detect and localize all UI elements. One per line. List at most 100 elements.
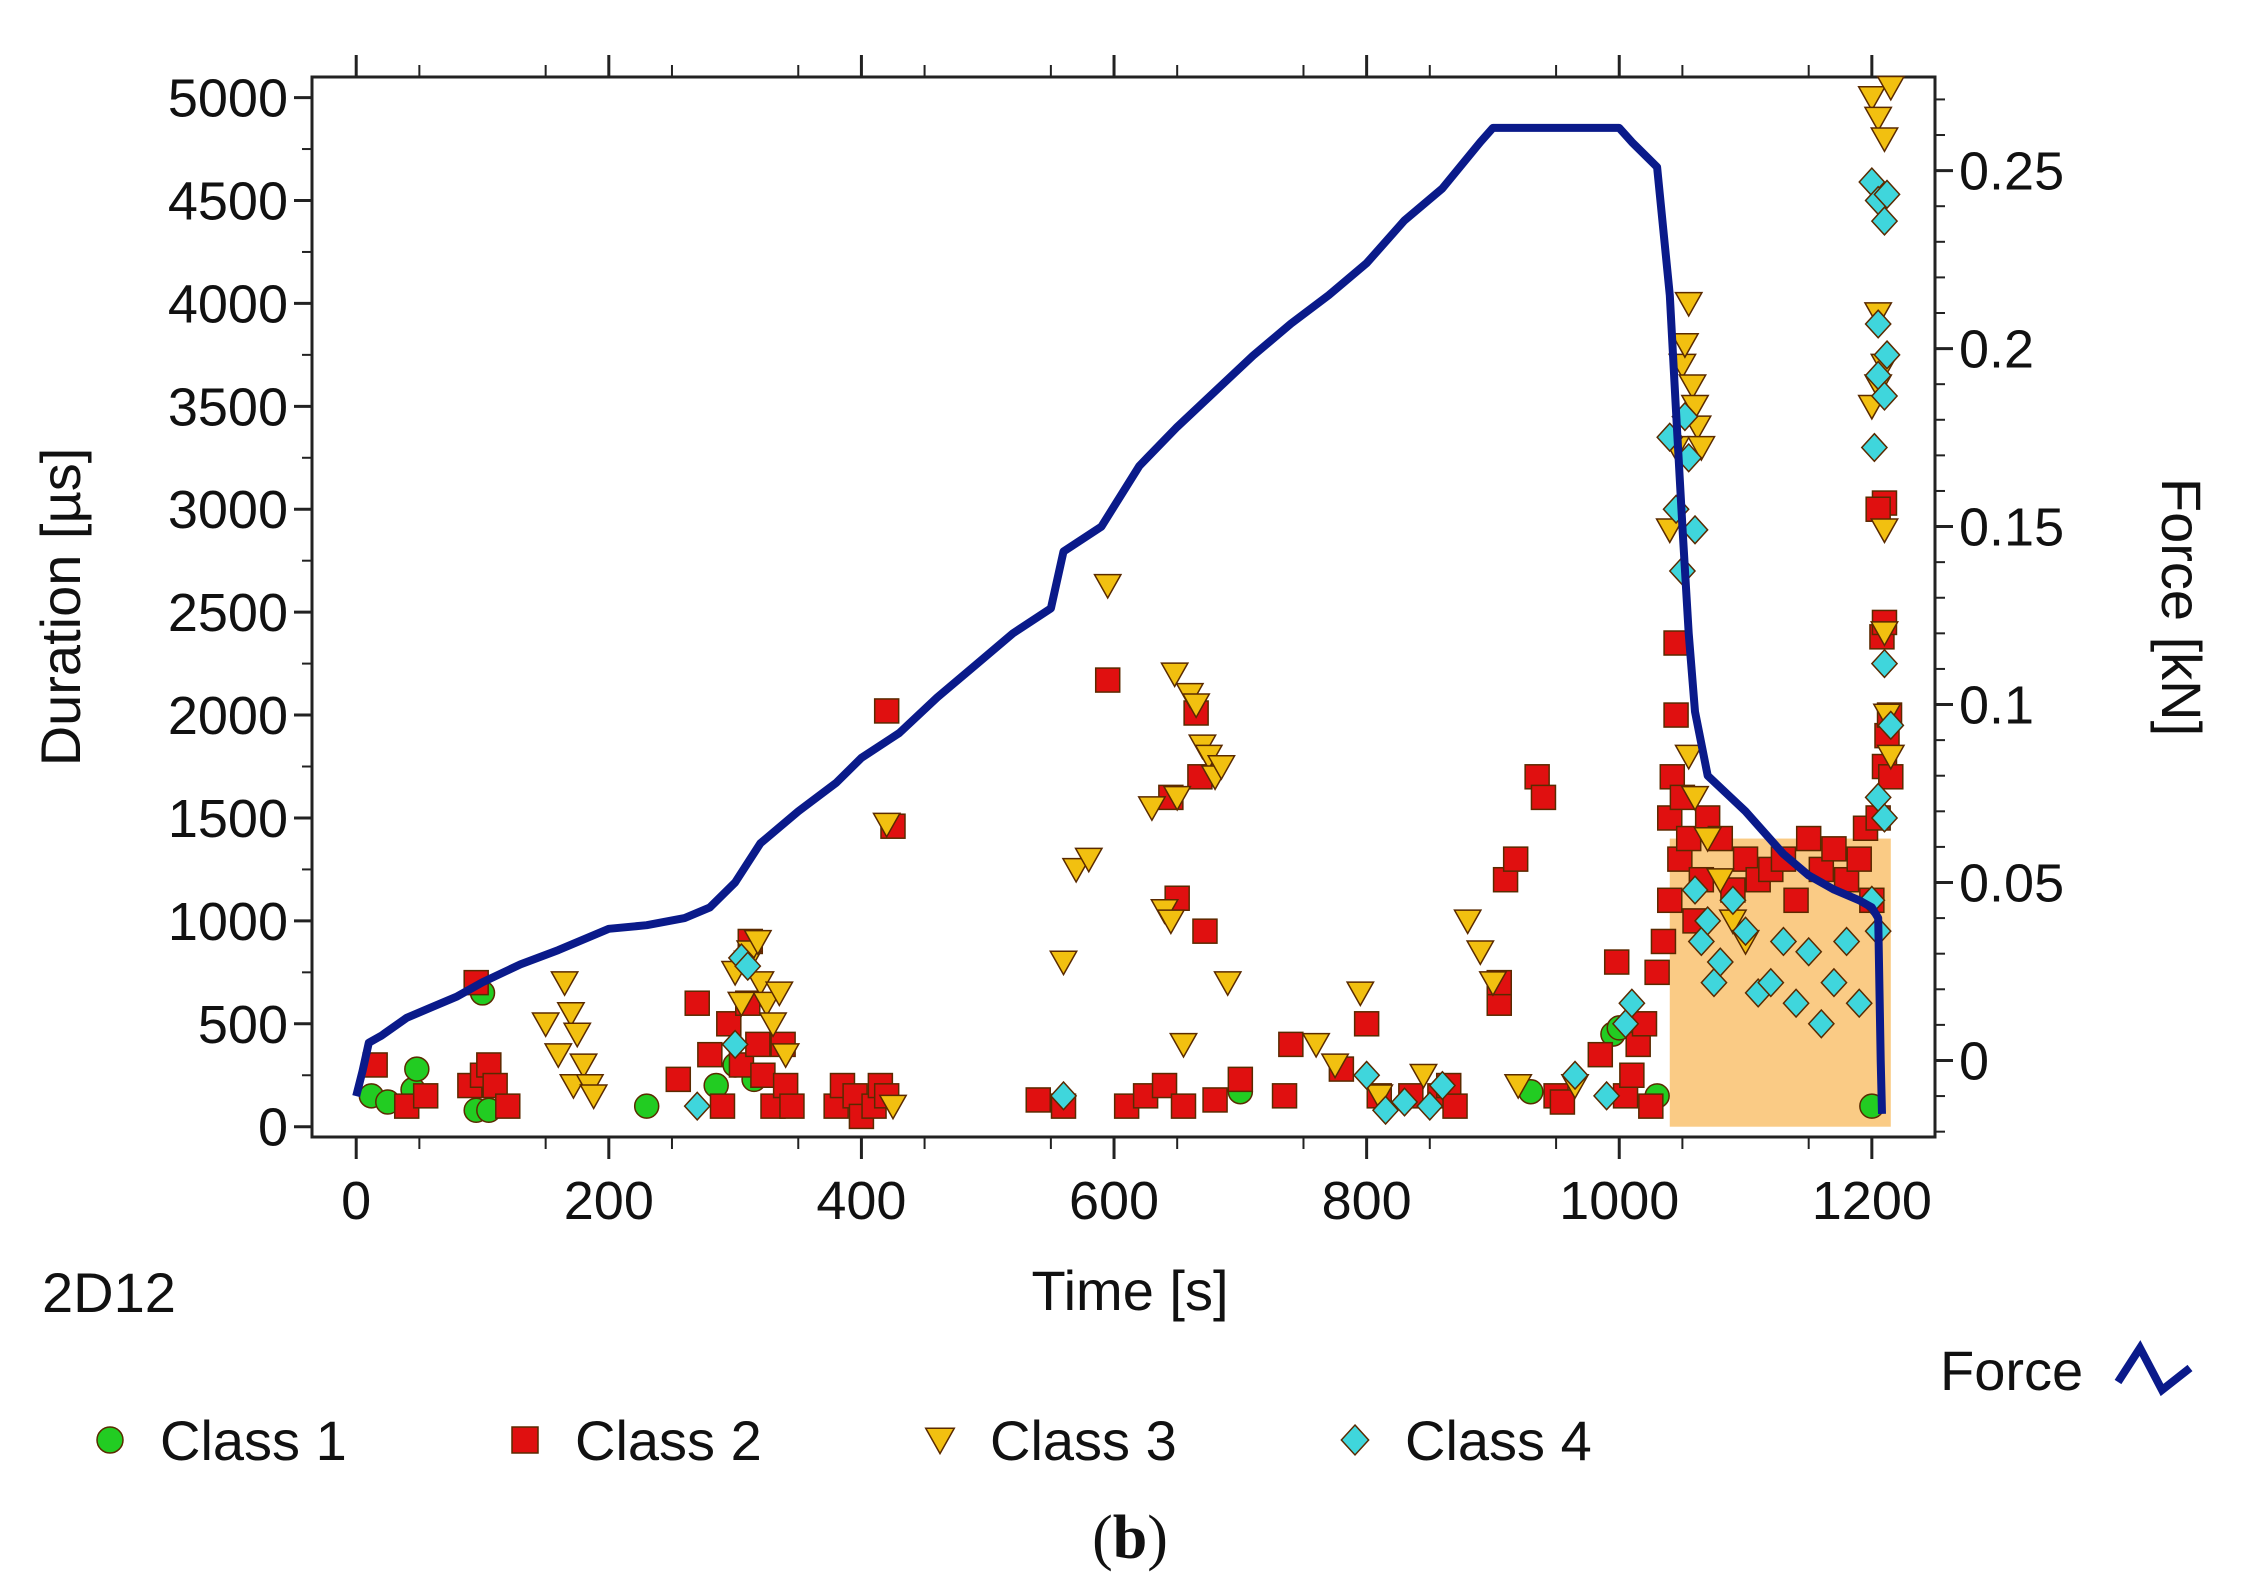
y-tick-label-3000: 3000	[168, 480, 288, 540]
point-class-4	[1807, 1008, 1835, 1039]
point-class-3	[743, 929, 773, 956]
point-class-4	[1390, 1087, 1419, 1117]
point-class-3	[1655, 518, 1685, 544]
y2-tick-label: 0.15	[1959, 498, 2064, 558]
point-class-3	[1465, 940, 1495, 966]
point-class-3	[531, 1012, 561, 1038]
specimen-label: 2D12	[42, 1261, 176, 1324]
point-class-3	[771, 1043, 801, 1069]
x-axis-title: Time [s]	[1031, 1259, 1228, 1322]
point-class-4	[1864, 309, 1892, 339]
point-class-4	[1731, 916, 1760, 947]
point-class-3	[1213, 971, 1243, 997]
point-class-3	[1160, 662, 1190, 689]
x-axis: 0 200 400 600 800 1000 1200	[341, 1137, 1932, 1231]
point-class-3	[1680, 785, 1710, 812]
point-class-3	[1061, 857, 1091, 884]
x-tick-label-800: 800	[1322, 1171, 1412, 1231]
point-class-4	[1561, 1060, 1589, 1091]
legend: Class 1 Class 2 Class 3 Class 4	[96, 1409, 1592, 1472]
point-class-2	[684, 990, 710, 1016]
point-class-3	[872, 812, 902, 839]
point-class-3	[1181, 693, 1211, 719]
point-class-3	[1093, 573, 1123, 600]
point-class-3	[726, 991, 756, 1018]
point-class-3	[1453, 909, 1483, 936]
y-tick-label-4500: 4500	[168, 171, 288, 231]
point-class-3	[1049, 950, 1078, 977]
y2-tick-label: 0.25	[1959, 142, 2064, 202]
point-class-2	[1094, 667, 1121, 693]
point-class-3	[1876, 75, 1906, 102]
point-class-4	[1371, 1095, 1400, 1126]
point-class-3	[1869, 621, 1899, 647]
point-class-2	[1530, 784, 1557, 811]
point-class-3	[1503, 1073, 1533, 1100]
point-class-2	[412, 1083, 439, 1109]
point-class-2	[1502, 846, 1529, 872]
y-axis: 0 500 1000 1500 2000 2500 3000 3500 4000 4500 5000	[168, 69, 312, 1158]
y-tick-label-2000: 2000	[168, 686, 288, 746]
point-class-3	[556, 1001, 586, 1028]
point-class-4	[1820, 967, 1848, 998]
point-class-4	[1873, 179, 1901, 210]
force-line-group	[352, 123, 1886, 1114]
point-class-2	[1353, 1011, 1380, 1037]
x-tick-label-0: 0	[341, 1171, 371, 1231]
point-class-3	[1169, 1032, 1198, 1059]
legend-label-2: Class 2	[575, 1409, 762, 1472]
point-class-4	[1353, 1060, 1381, 1091]
x-tick-label-200: 200	[564, 1171, 654, 1231]
point-class-2	[1227, 1066, 1254, 1093]
y2-tick-label: 0.1	[1959, 676, 2034, 736]
point-class-2	[495, 1093, 521, 1119]
point-class-4	[1845, 988, 1873, 1019]
point-class-3	[1674, 291, 1704, 318]
point-class-3	[1857, 86, 1887, 112]
x-tick-label-1200: 1200	[1812, 1171, 1932, 1231]
point-class-1	[633, 1093, 660, 1119]
point-class-4	[1870, 803, 1899, 833]
point-class-4	[1877, 710, 1905, 741]
legend-force-glyph	[2114, 1340, 2193, 1397]
legend-marker-2	[511, 1426, 539, 1454]
point-class-2	[1587, 1041, 1614, 1068]
point-class-3	[579, 1084, 609, 1110]
point-class-3	[1206, 754, 1236, 781]
point-class-4	[1618, 988, 1646, 1019]
point-class-4	[1870, 381, 1899, 411]
y2-tick-label: 0.05	[1959, 854, 2064, 914]
x-tick-label-1000: 1000	[1559, 1171, 1679, 1231]
point-class-2	[1644, 959, 1670, 986]
point-class-3	[1876, 744, 1906, 771]
point-class-2	[1442, 1093, 1468, 1119]
point-class-3	[1301, 1032, 1331, 1059]
force-line	[352, 123, 1886, 1114]
point-class-4	[1769, 926, 1798, 957]
point-class-2	[1278, 1031, 1304, 1058]
point-class-2	[1865, 496, 1891, 522]
y-tick-label-500: 500	[198, 995, 288, 1055]
point-class-3	[878, 1094, 908, 1121]
legend-force-label: Force	[1940, 1339, 2083, 1402]
point-class-3	[1869, 127, 1899, 153]
point-class-2	[1659, 764, 1686, 790]
point-class-3	[1156, 909, 1186, 936]
point-class-3	[562, 1022, 592, 1049]
point-class-4	[1681, 514, 1709, 545]
point-class-3	[1162, 785, 1192, 812]
point-class-2	[1846, 846, 1872, 872]
y2-axis: 0 0.05 0.1 0.15 0.2 0.25	[1935, 98, 2064, 1133]
point-class-4	[1611, 1008, 1640, 1039]
point-class-4	[1757, 967, 1785, 998]
plot-frame	[310, 75, 1937, 1139]
panel-label: (b)	[1092, 1504, 1168, 1572]
point-class-3	[569, 1053, 599, 1080]
point-class-2	[1170, 1093, 1197, 1119]
x-tick-label-600: 600	[1069, 1171, 1159, 1231]
point-class-2	[1657, 887, 1683, 914]
point-class-4	[1681, 875, 1709, 905]
y-tick-label-5000: 5000	[168, 69, 288, 129]
point-class-2	[1603, 949, 1630, 975]
